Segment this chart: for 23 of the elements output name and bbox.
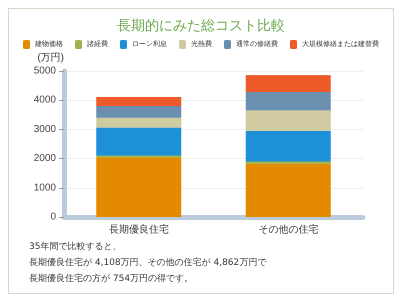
text: 長期優良住宅の方が 754万円の得です。 xyxy=(29,272,194,286)
y-tick-label: 5000 xyxy=(34,66,56,76)
x-tick-label: 長期優良住宅 xyxy=(108,224,169,236)
bar xyxy=(96,96,182,106)
bar xyxy=(246,92,331,110)
x-tick-label: その他の住宅 xyxy=(258,224,318,236)
text: 長期優良住宅が 4,108万円、その他の住宅が 4,862万円で xyxy=(29,256,268,270)
chart-title: 長期的にみた総コスト比較 xyxy=(117,17,285,33)
y-tick-label: 1000 xyxy=(34,182,56,194)
bar xyxy=(246,130,331,162)
bar xyxy=(96,157,182,217)
y-tick-label: 3000 xyxy=(34,124,56,135)
bar xyxy=(96,118,182,128)
bar xyxy=(246,75,331,92)
y-axis-title: (万円) xyxy=(37,52,64,64)
bar xyxy=(96,128,182,156)
y-tick-label: 0 xyxy=(50,212,56,222)
bar xyxy=(246,164,331,217)
y-tick-label: 2000 xyxy=(34,153,56,164)
bar xyxy=(246,110,331,131)
bar xyxy=(96,106,182,118)
y-tick-label: 4000 xyxy=(34,94,56,106)
text: 35年間で比較すると、 xyxy=(29,240,122,254)
